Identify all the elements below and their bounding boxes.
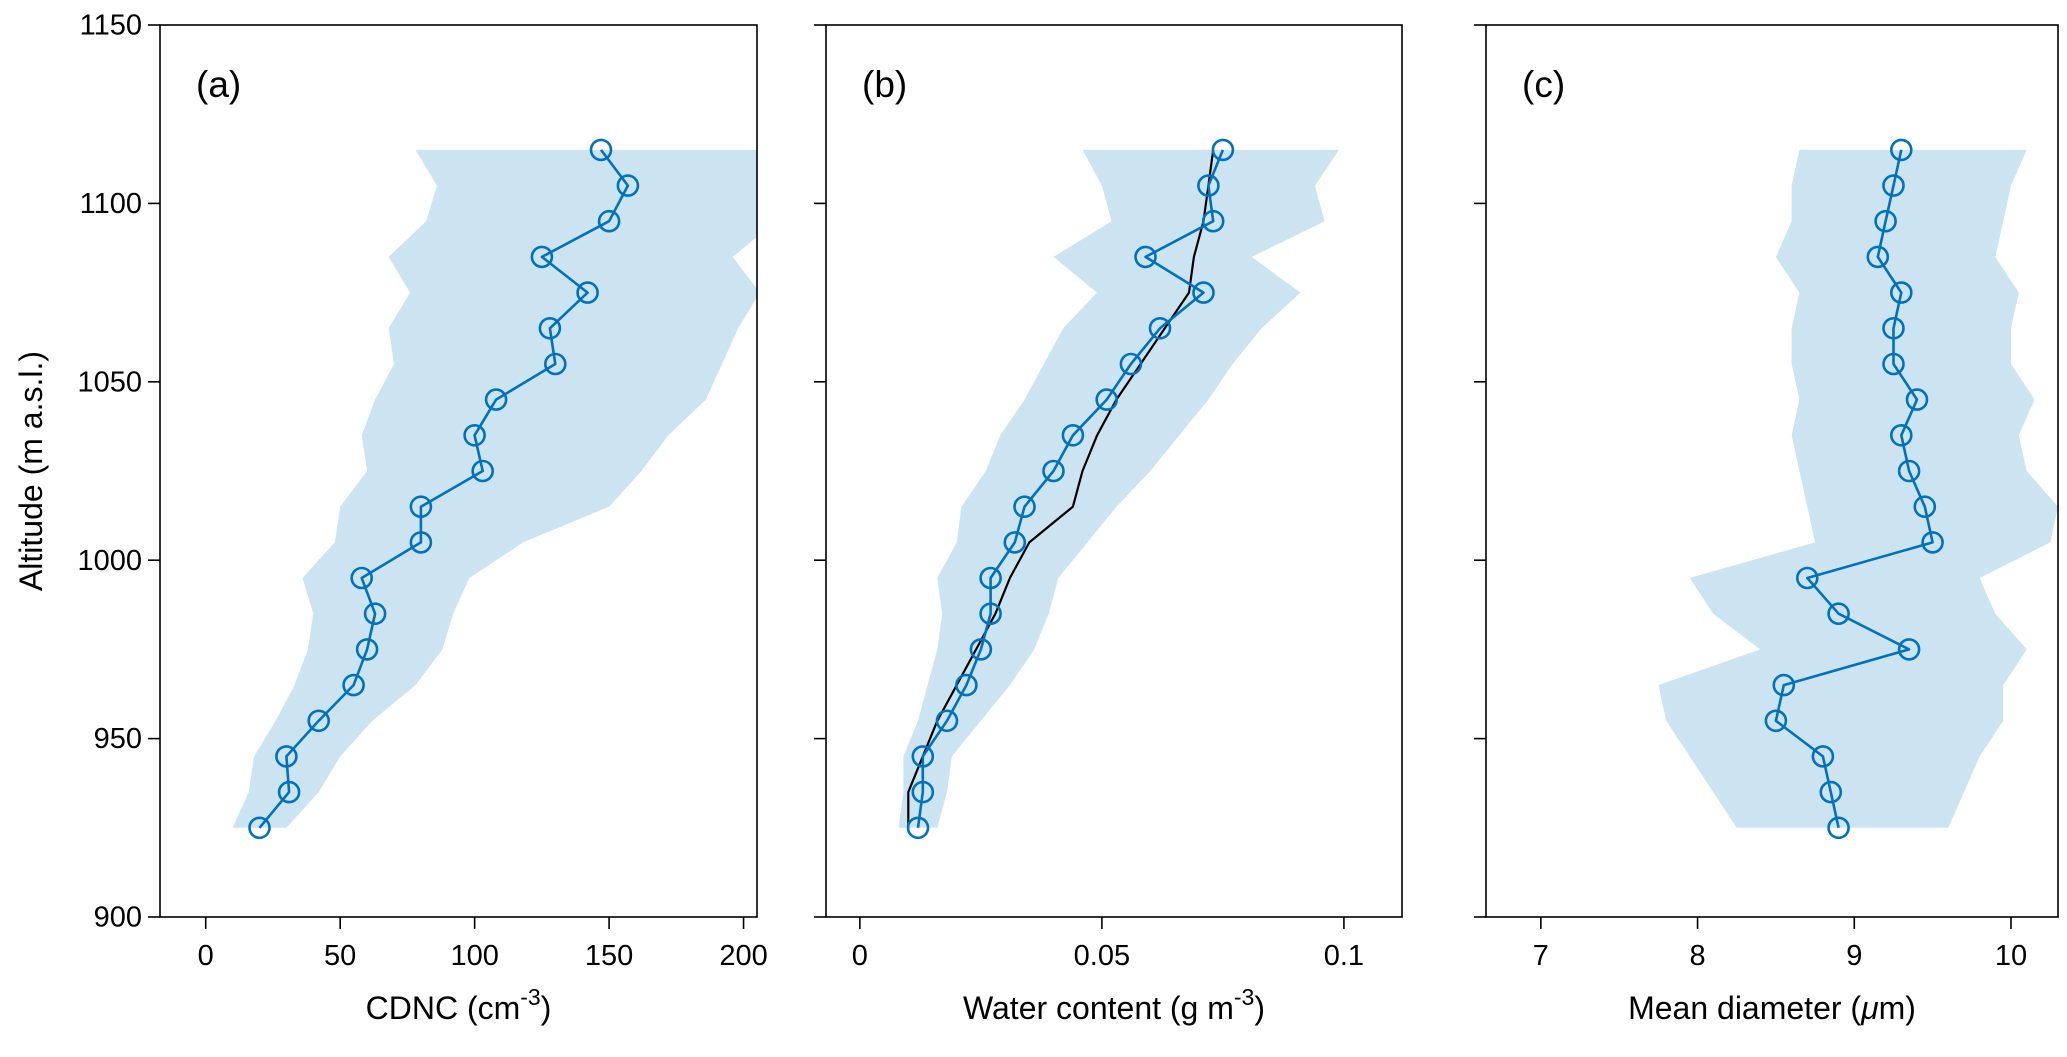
data-point-marker [530, 245, 554, 269]
data-point-marker [1201, 209, 1225, 233]
data-point-marker [1772, 673, 1796, 697]
data-point-marker [597, 209, 621, 233]
data-point-marker [1819, 780, 1843, 804]
y-tick-label: 1050 [77, 366, 142, 398]
data-point-marker [471, 459, 495, 483]
data-point-marker [275, 745, 298, 768]
x-tick-label: 0.05 [1074, 940, 1130, 972]
data-point-marker [538, 316, 562, 340]
mean-profile-line [916, 149, 1225, 828]
x-tick-label: 9 [1846, 940, 1862, 972]
x-tick-label: 150 [585, 940, 633, 972]
mean-profile-line [1774, 149, 1934, 829]
data-point-marker [1148, 316, 1172, 340]
x-tick-label: 7 [1533, 940, 1549, 972]
data-point-marker [1874, 209, 1897, 233]
data-point-marker [1003, 531, 1027, 554]
data-point-marker [1796, 566, 1819, 590]
data-point-marker [1890, 138, 1913, 162]
data-point-marker [589, 138, 613, 162]
panel-a: 0 50 100 150 200 900 950 1000 1050 1100 1150 (a) CDN… [77, 10, 767, 1026]
x-tick-label: 0 [198, 940, 214, 972]
data-point-marker [969, 638, 993, 661]
x-axis-label: Water content (g m-3) [963, 984, 1265, 1026]
data-point-marker [1882, 316, 1905, 340]
data-point-marker [1882, 174, 1905, 197]
uncertainty-band [898, 149, 1340, 828]
data-point-marker [1013, 495, 1036, 519]
data-point-marker [1061, 423, 1085, 447]
x-tick-label: 0 [852, 940, 868, 972]
uncertainty-band [232, 149, 757, 828]
axes-box [825, 24, 1403, 918]
data-point-marker [409, 495, 433, 519]
x-tick-label: 50 [324, 940, 356, 972]
y-tick-label: 1150 [80, 10, 142, 42]
data-point-marker [935, 709, 959, 733]
data-point-marker [576, 281, 599, 304]
x-axis-label: CDNC (cm-3) [366, 984, 552, 1026]
data-point-marker [363, 602, 387, 626]
data-point-marker [1905, 388, 1929, 411]
data-point-marker [906, 816, 930, 840]
data-point-marker [1095, 388, 1118, 411]
panel-label: (b) [862, 64, 907, 105]
data-point-marker [1913, 495, 1937, 519]
data-point-marker [1890, 281, 1913, 304]
data-point-marker [1897, 638, 1921, 661]
data-point-marker [543, 352, 567, 376]
y-tick-label: 950 [94, 723, 142, 755]
data-point-marker [1897, 459, 1921, 483]
data-point-marker [1134, 245, 1157, 269]
y-tick-label: 1100 [80, 188, 142, 220]
data-point-marker [911, 745, 935, 768]
panel-c: 7 8 9 10 (c) Mean diameter (μm) [1474, 24, 2059, 1026]
data-point-marker [955, 673, 978, 697]
x-tick-label: 200 [719, 940, 767, 972]
data-point-marker [979, 602, 1002, 626]
data-point-marker [616, 174, 640, 197]
data-point-marker [1827, 602, 1850, 626]
y-tick-label: 1000 [77, 545, 142, 577]
data-point-marker [1866, 245, 1890, 269]
data-point-marker [1811, 745, 1835, 768]
data-point-marker [342, 673, 365, 697]
data-point-marker [1192, 281, 1215, 304]
panel-label: (a) [196, 64, 241, 105]
data-point-marker [1890, 423, 1913, 447]
data-point-marker [484, 388, 508, 411]
data-point-marker [911, 780, 935, 804]
uncertainty-band [1658, 149, 2058, 828]
y-tick-label: 900 [94, 902, 142, 934]
x-tick-label: 100 [450, 940, 498, 972]
data-point-marker [1921, 531, 1944, 554]
data-point-marker [307, 709, 331, 733]
axes-box [159, 24, 758, 918]
data-point-marker [463, 423, 486, 447]
y-axis-label: Altitude (m a.s.l.) [13, 351, 49, 591]
data-point-marker [979, 566, 1002, 590]
x-tick-label: 0.1 [1324, 940, 1364, 972]
data-point-marker [1197, 174, 1220, 197]
data-point-marker [277, 780, 301, 804]
panel-b: 0 0.05 0.1 (b) Water content (g m-3) [814, 24, 1403, 1026]
data-point-marker [248, 816, 271, 840]
data-point-marker [1211, 138, 1235, 162]
data-point-marker [1042, 459, 1065, 483]
data-point-marker [409, 531, 433, 554]
x-tick-label: 10 [1995, 940, 2027, 972]
data-point-marker [1764, 709, 1788, 733]
x-axis-label: Mean diameter (μm) [1628, 990, 1916, 1026]
data-point-marker [1882, 352, 1905, 376]
data-point-marker [355, 638, 379, 661]
data-point-marker [350, 566, 374, 590]
data-point-marker [1827, 816, 1850, 840]
x-tick-label: 8 [1689, 940, 1705, 972]
panel-label: (c) [1522, 64, 1565, 105]
axes-box [1485, 24, 2059, 918]
data-point-marker [1119, 352, 1143, 376]
